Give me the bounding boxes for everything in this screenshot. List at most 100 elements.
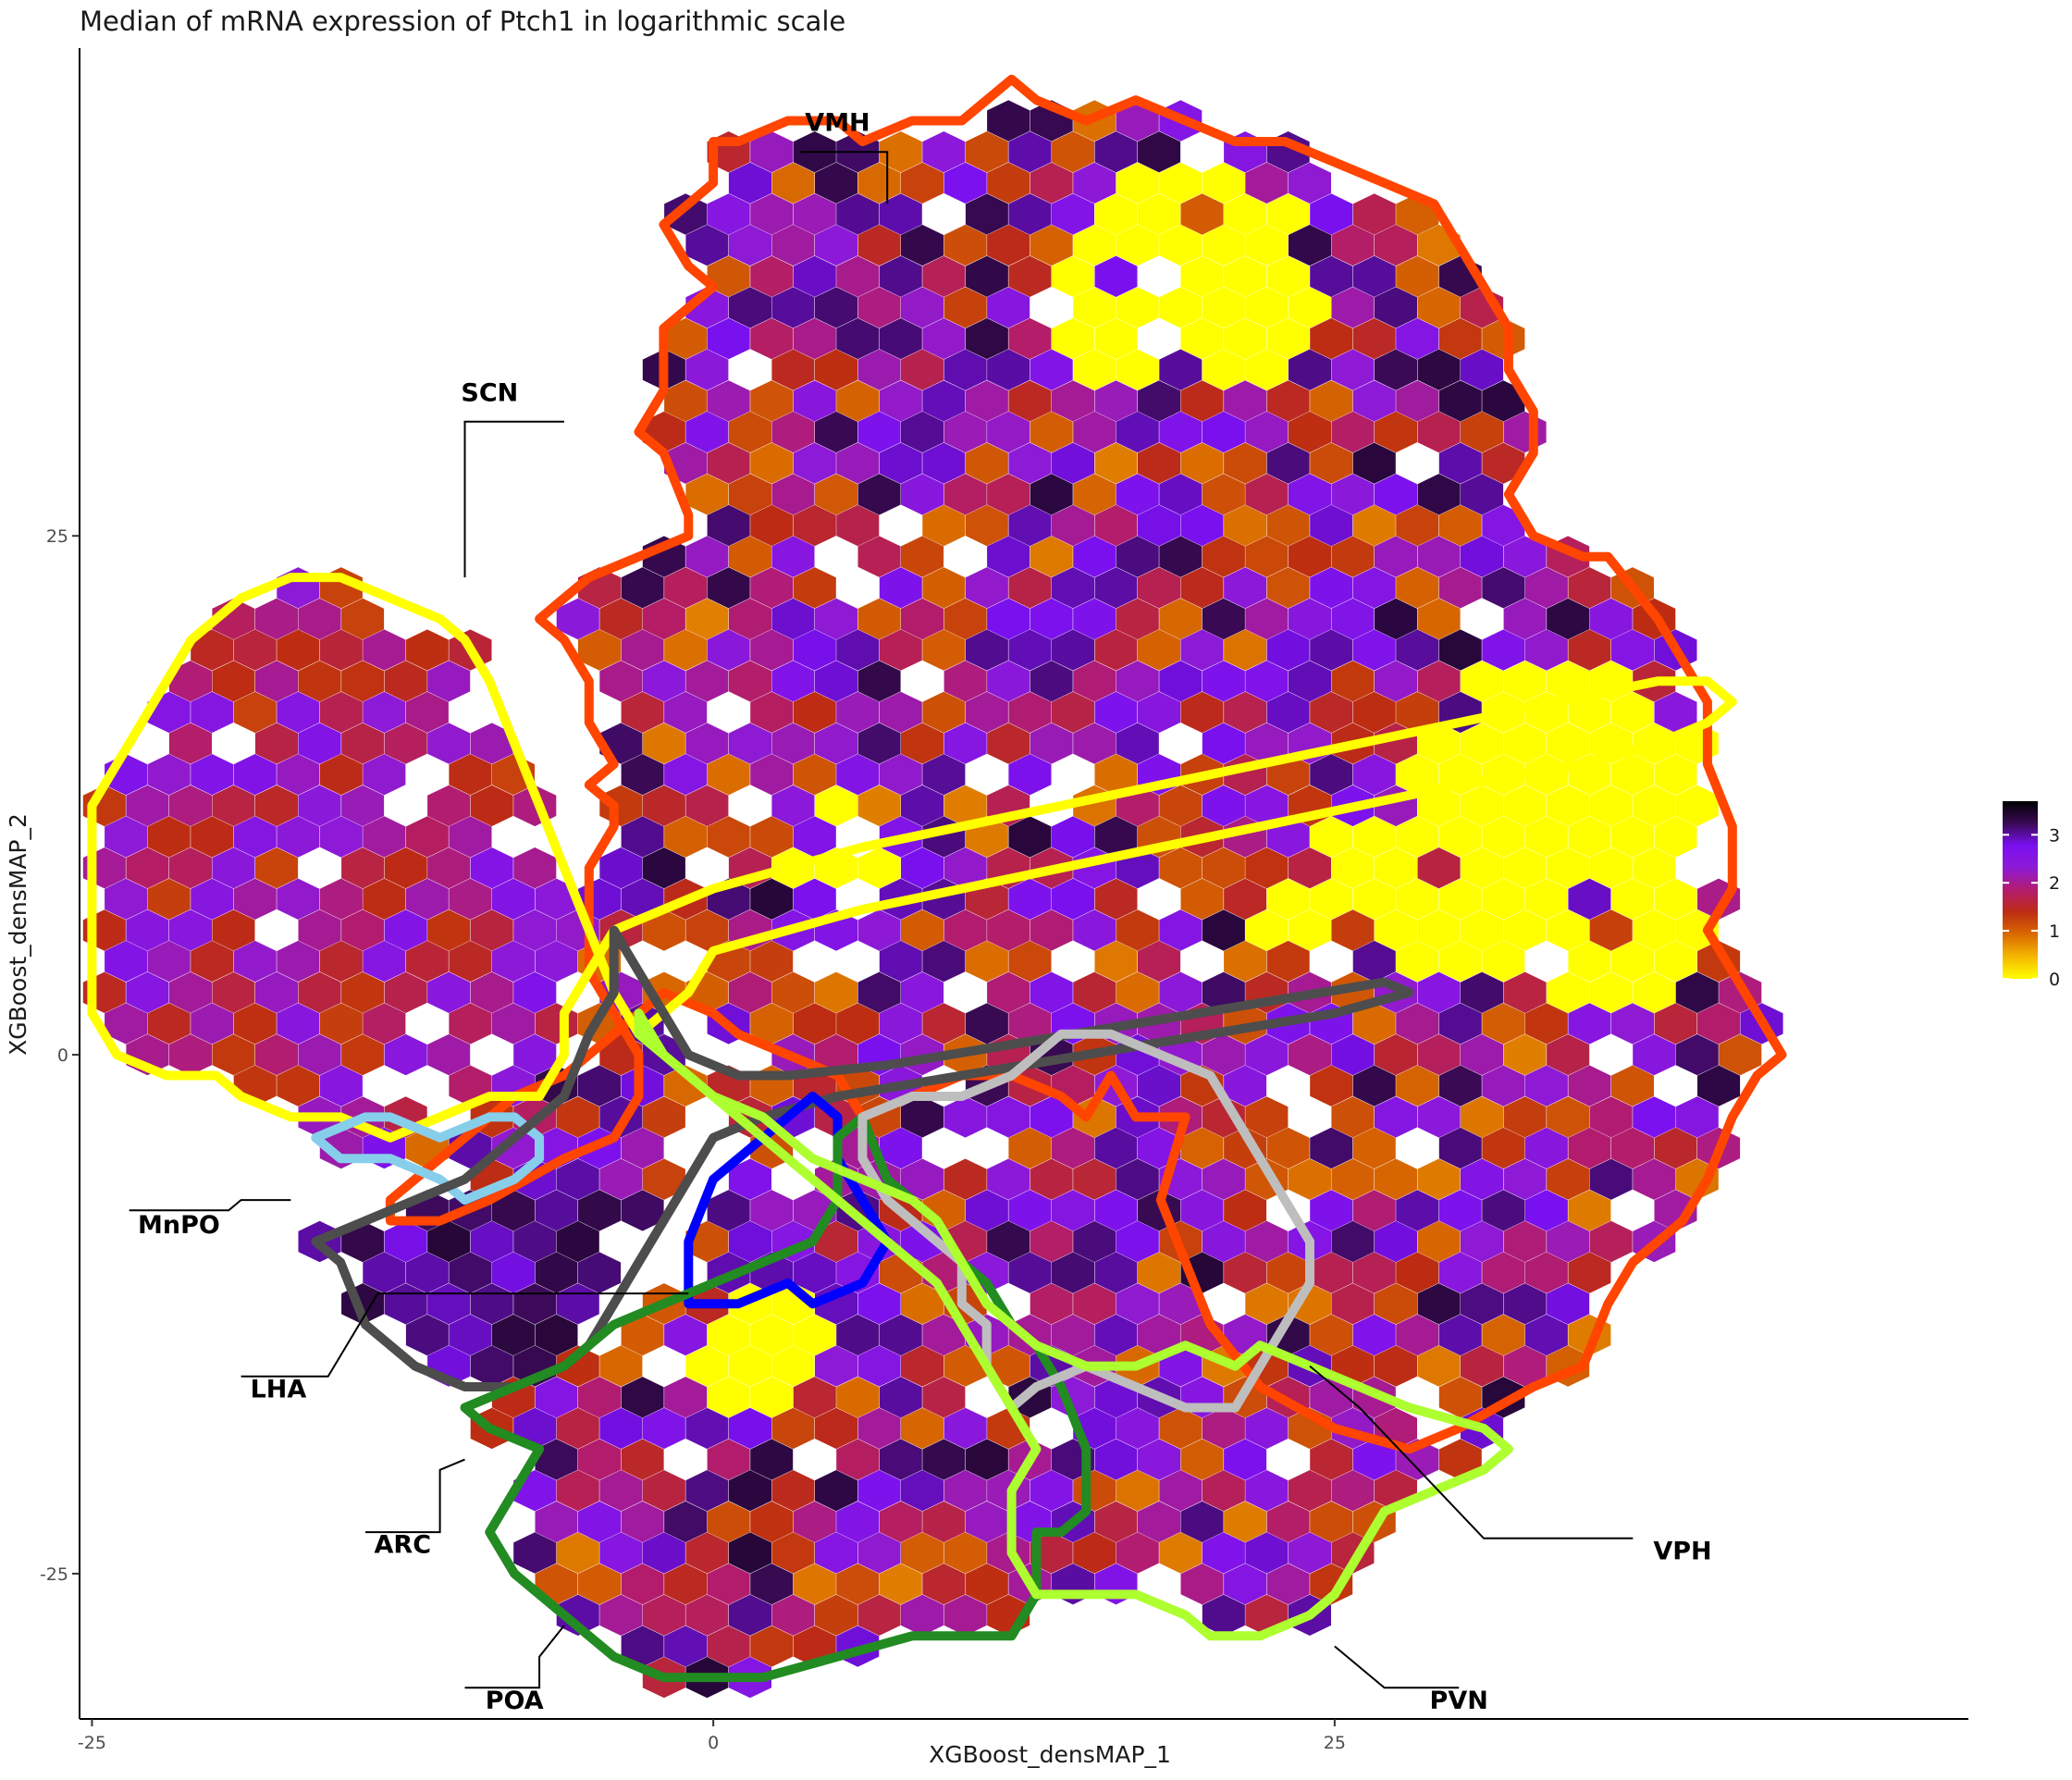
hex-bin <box>1675 1033 1719 1076</box>
hex-bin <box>965 1564 1008 1605</box>
hex-bin <box>1030 349 1073 390</box>
hex-bin <box>1524 1190 1568 1231</box>
hex-bin <box>1051 442 1094 484</box>
hex-bin <box>1051 691 1094 734</box>
hex-bin <box>750 1501 794 1543</box>
hex-bin <box>1094 878 1138 920</box>
hex-bin <box>1116 661 1159 702</box>
hex-bin <box>750 1314 794 1356</box>
hex-bin <box>750 567 794 609</box>
hex-bin <box>126 909 169 951</box>
hex-bin <box>922 1377 966 1418</box>
hex-bin <box>728 1345 771 1387</box>
hex-bin <box>1138 1252 1181 1293</box>
hex-bin <box>987 1220 1030 1263</box>
hex-bin <box>1352 878 1396 920</box>
hex-bin <box>1461 1220 1504 1263</box>
hex-bin <box>879 442 922 484</box>
hex-bin <box>1116 287 1159 328</box>
hex-bin <box>857 536 901 577</box>
hex-bin <box>922 691 966 734</box>
hex-bin <box>836 255 880 297</box>
hex-bin <box>1224 940 1267 983</box>
hex-bin <box>901 1220 944 1263</box>
leader-line-scn <box>463 420 564 578</box>
hex-bin <box>621 1439 664 1480</box>
hex-bin <box>384 847 427 889</box>
hex-bin <box>212 847 255 889</box>
hex-bin <box>1202 909 1245 951</box>
hex-bin <box>922 754 966 796</box>
hex-bin <box>901 598 944 640</box>
hex-bin <box>664 754 708 796</box>
hex-bin <box>1138 1314 1181 1356</box>
hex-bin <box>1288 1470 1331 1512</box>
hex-bin <box>1224 255 1267 297</box>
hex-bin <box>1375 411 1417 453</box>
hex-bin <box>1610 754 1654 796</box>
hex-bin <box>1266 504 1310 547</box>
hex-bin <box>1030 536 1073 577</box>
hex-bin <box>1008 1190 1052 1231</box>
hex-bin <box>191 754 234 796</box>
hex-bin <box>1331 474 1375 515</box>
hex-bin <box>1180 1439 1224 1480</box>
hex-bin <box>1202 1220 1245 1263</box>
hex-bin <box>449 816 492 858</box>
hex-bin <box>857 785 901 827</box>
hex-bin <box>405 1252 449 1293</box>
hex-bin <box>879 317 922 360</box>
hex-bin <box>901 224 944 266</box>
hex-bin <box>1482 816 1525 858</box>
hex-bin <box>621 754 664 796</box>
hex-bin <box>836 1252 880 1293</box>
hex-bin <box>1030 971 1073 1013</box>
hex-bin <box>836 1314 880 1356</box>
hex-bin <box>1310 567 1353 609</box>
hex-bin <box>341 971 385 1013</box>
hex-bin <box>1094 1501 1138 1543</box>
hex-bin <box>255 785 299 827</box>
hex-bin <box>212 1033 255 1076</box>
hex-bin <box>815 162 857 204</box>
hex-bin <box>1245 1096 1289 1138</box>
hex-bin <box>1073 287 1116 328</box>
hex-bin <box>1202 536 1245 577</box>
hex-bin <box>1224 317 1267 360</box>
hex-bin <box>1461 411 1504 453</box>
hex-bin <box>1568 567 1611 609</box>
hex-bin <box>1051 504 1094 547</box>
hex-bin <box>1245 474 1289 515</box>
hex-bin <box>578 1564 622 1605</box>
hex-bin <box>944 909 987 951</box>
hex-bin <box>879 255 922 297</box>
hex-bin <box>1438 878 1482 920</box>
hex-bin <box>1461 474 1504 515</box>
hex-bin <box>1417 661 1461 702</box>
hex-bin <box>664 1625 708 1667</box>
hex-bin <box>857 1594 901 1636</box>
hex-bin <box>685 536 729 577</box>
hex-bin <box>535 1190 578 1231</box>
hex-bin <box>707 1501 750 1543</box>
hex-bin <box>556 1096 599 1138</box>
hex-bin <box>879 1003 922 1045</box>
hex-bin <box>255 661 299 702</box>
hex-bin <box>1202 1407 1245 1450</box>
hex-bin <box>1288 598 1331 640</box>
hex-bin <box>1610 1065 1654 1106</box>
hex-bin <box>1524 1003 1568 1045</box>
hex-bin <box>1159 536 1202 577</box>
region-label-pvn: PVN <box>1430 1687 1488 1715</box>
hex-bin <box>233 1003 277 1045</box>
hex-bin <box>944 162 987 204</box>
hex-bin <box>1202 661 1245 702</box>
region-outline-poa <box>460 1112 1092 1683</box>
hex-bin <box>1675 1096 1719 1138</box>
hex-bin <box>901 349 944 390</box>
hex-bin <box>1288 411 1331 453</box>
hex-bin <box>1073 474 1116 515</box>
hex-bin <box>277 816 320 858</box>
hex-bin <box>298 723 341 764</box>
